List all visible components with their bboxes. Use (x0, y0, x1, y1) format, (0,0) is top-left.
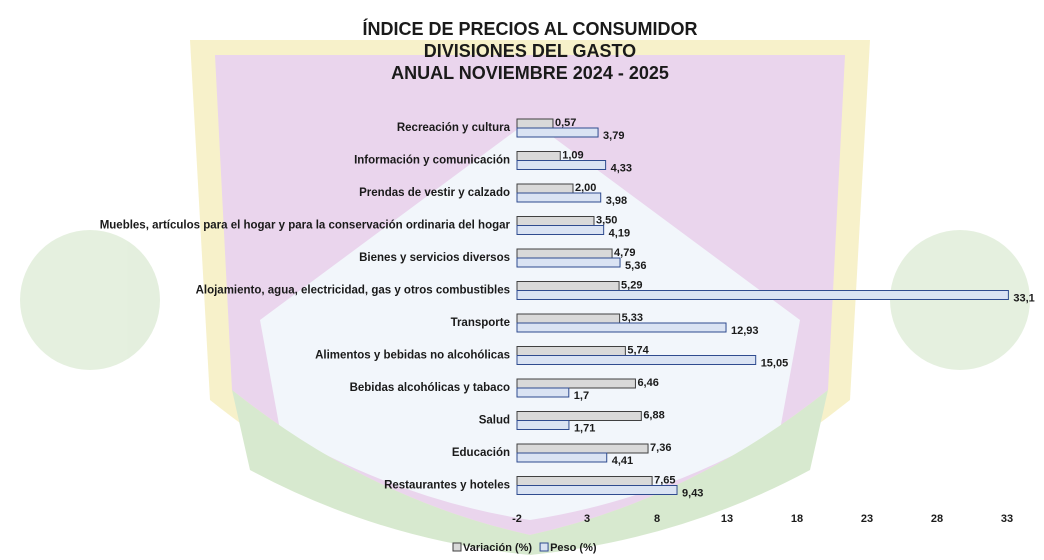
value-label: 12,93 (731, 325, 759, 337)
legend-label: Variación (%) (463, 542, 532, 554)
value-label: 1,7 (574, 390, 589, 402)
bar (516, 160, 607, 170)
value-label: 0,57 (555, 117, 576, 129)
bar (516, 346, 626, 356)
value-label: 15,05 (761, 357, 789, 369)
value-label: 4,41 (612, 455, 633, 467)
x-tick-label: 8 (654, 513, 660, 525)
bar (516, 485, 678, 495)
value-label: 5,29 (621, 279, 642, 291)
bar (516, 378, 636, 389)
value-label: 3,50 (596, 214, 617, 226)
chart-title: ANUAL NOVIEMBRE 2024 - 2025 (391, 63, 669, 83)
bar (516, 257, 621, 268)
bar (516, 290, 1009, 300)
bar (516, 248, 613, 259)
category-label: Recreación y cultura (397, 122, 511, 134)
x-tick-label: 28 (931, 513, 943, 525)
bar (516, 118, 554, 129)
legend-swatch (452, 542, 462, 552)
value-label: 7,65 (654, 474, 675, 486)
x-tick-label: 3 (584, 513, 590, 525)
category-label: Alojamiento, agua, electricidad, gas y o… (196, 285, 510, 297)
value-label: 1,71 (574, 422, 595, 434)
legend-swatch (539, 542, 549, 552)
x-tick-label: 23 (861, 513, 873, 525)
bar (516, 225, 605, 235)
category-label: Bienes y servicios diversos (359, 252, 510, 264)
category-label: Información y comunicación (354, 155, 510, 167)
value-label: 4,33 (611, 162, 632, 174)
background-emblem (20, 40, 1030, 555)
bar (516, 151, 561, 161)
bar (516, 387, 570, 398)
bar (516, 183, 574, 194)
category-label: Educación (452, 447, 510, 459)
bar (516, 411, 642, 421)
bar (516, 420, 570, 430)
bar (516, 281, 620, 291)
value-label: 4,19 (609, 227, 630, 239)
category-label: Alimentos y bebidas no alcohólicas (315, 350, 510, 362)
legend-label: Peso (%) (550, 542, 597, 554)
value-label: 5,74 (627, 344, 649, 356)
value-label: 7,36 (650, 442, 671, 454)
bar (516, 355, 757, 365)
chart-title: ÍNDICE DE PRECIOS AL CONSUMIDOR (362, 18, 697, 39)
bar (516, 192, 602, 203)
bar (516, 313, 621, 324)
value-label: 4,79 (614, 247, 635, 259)
category-label: Bebidas alcohólicas y tabaco (350, 382, 510, 394)
value-label: 2,00 (575, 182, 596, 194)
category-label: Salud (479, 415, 510, 427)
value-label: 1,09 (562, 149, 583, 161)
x-tick-label: 18 (791, 513, 803, 525)
value-label: 5,36 (625, 260, 646, 272)
category-label: Transporte (451, 317, 510, 329)
value-label: 3,98 (606, 195, 627, 207)
value-label: 6,46 (637, 377, 658, 389)
bar (516, 322, 727, 333)
value-label: 3,79 (603, 130, 624, 142)
category-label: Restaurantes y hoteles (384, 480, 510, 492)
value-label: 5,33 (622, 312, 643, 324)
x-tick-label: -2 (512, 513, 522, 525)
value-label: 9,43 (682, 487, 703, 499)
category-label: Prendas de vestir y calzado (359, 187, 510, 199)
bar (516, 216, 595, 226)
bar (516, 127, 599, 138)
value-label: 6,88 (643, 409, 664, 421)
bar (516, 476, 653, 486)
bar (516, 452, 608, 463)
bar (516, 443, 649, 454)
category-label: Muebles, artículos para el hogar y para … (100, 220, 511, 232)
value-label: 33,1 (1013, 292, 1034, 304)
x-tick-label: 33 (1001, 513, 1013, 525)
chart-title: DIVISIONES DEL GASTO (424, 41, 636, 61)
x-tick-label: 13 (721, 513, 733, 525)
